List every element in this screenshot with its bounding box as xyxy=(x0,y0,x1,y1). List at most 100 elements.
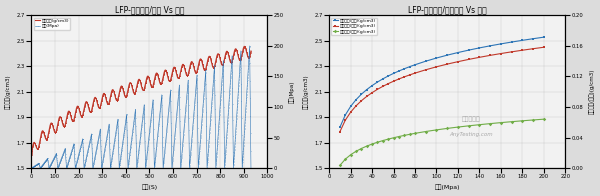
压强(Mpa) xyxy=(222,148,229,151)
压实密度(g/cm3) xyxy=(28,157,35,159)
压实密度(加压)(g/cm3) xyxy=(529,37,536,40)
压实密度(反弹)(g/cm3) xyxy=(465,125,472,127)
Legend: 压实密度(g/cm3), 压强(Mpa): 压实密度(g/cm3), 压强(Mpa) xyxy=(34,18,70,30)
压实密度(加压)(g/cm3) xyxy=(347,105,354,108)
压实密度(反弹)(g/cm3) xyxy=(422,130,430,133)
压实密度(反弹)(g/cm3) xyxy=(497,122,505,124)
压实密度(加压)(g/cm3) xyxy=(519,39,526,42)
压实密度(反弹)(g/cm3) xyxy=(433,129,440,131)
压实密度(反弹)(g/cm3) xyxy=(341,158,349,160)
压实密度(加压)(g/cm3) xyxy=(508,41,515,43)
压实密度(反弹)(g/cm3) xyxy=(385,138,392,140)
压实密度(g/cm3) xyxy=(78,115,85,118)
压实密度(加压)(g/cm3) xyxy=(443,54,451,56)
压实密度(加压)(g/cm3) xyxy=(385,75,392,77)
压实密度(加压)(g/cm3) xyxy=(363,88,370,91)
压实密度(反弹)(g/cm3) xyxy=(540,118,547,120)
压实密度(卸压)(g/cm3) xyxy=(395,78,403,80)
压强(Mpa) xyxy=(166,102,173,104)
压实密度(卸压)(g/cm3) xyxy=(341,119,349,122)
压实密度(卸压)(g/cm3) xyxy=(385,83,392,85)
压强(Mpa) xyxy=(247,167,254,169)
Line: 压实密度(加压)(g/cm3): 压实密度(加压)(g/cm3) xyxy=(338,36,545,129)
Text: 青松检测网: 青松检测网 xyxy=(461,116,480,122)
压实密度(卸压)(g/cm3) xyxy=(443,63,451,65)
压实密度(卸压)(g/cm3) xyxy=(412,72,419,74)
压实密度(加压)(g/cm3) xyxy=(540,36,547,38)
压实密度(反弹)(g/cm3) xyxy=(352,150,359,152)
压实密度(反弹)(g/cm3) xyxy=(476,123,483,126)
压实密度(加压)(g/cm3) xyxy=(422,60,430,62)
压实密度(卸压)(g/cm3) xyxy=(390,80,397,82)
压实密度(卸压)(g/cm3) xyxy=(454,61,461,63)
压实密度(反弹)(g/cm3) xyxy=(519,120,526,122)
压实密度(反弹)(g/cm3) xyxy=(374,141,381,143)
压实密度(反弹)(g/cm3) xyxy=(358,147,365,150)
压实密度(卸压)(g/cm3) xyxy=(497,52,505,55)
Y-axis label: 压强(Mpa): 压强(Mpa) xyxy=(289,81,295,103)
压实密度(加压)(g/cm3) xyxy=(358,93,365,95)
压实密度(卸压)(g/cm3) xyxy=(368,92,376,94)
压强(Mpa) xyxy=(246,45,253,47)
压实密度(反弹)(g/cm3) xyxy=(454,126,461,128)
压实密度(加压)(g/cm3) xyxy=(336,126,343,129)
压实密度(反弹)(g/cm3) xyxy=(508,121,515,123)
压实密度(g/cm3) xyxy=(222,52,229,54)
压实密度(卸压)(g/cm3) xyxy=(487,54,494,56)
压实密度(卸压)(g/cm3) xyxy=(363,95,370,98)
压实密度(卸压)(g/cm3) xyxy=(540,46,547,48)
压强(Mpa) xyxy=(78,141,85,144)
压实密度(g/cm3) xyxy=(241,45,248,48)
压实密度(反弹)(g/cm3) xyxy=(395,135,403,138)
Y-axis label: 压实密度(g/cm3): 压实密度(g/cm3) xyxy=(304,74,309,109)
压实密度(卸压)(g/cm3) xyxy=(433,66,440,68)
压实密度(卸压)(g/cm3) xyxy=(374,88,381,91)
压实密度(加压)(g/cm3) xyxy=(390,72,397,74)
压实密度(加压)(g/cm3) xyxy=(341,114,349,116)
压实密度(加压)(g/cm3) xyxy=(476,47,483,49)
压实密度(反弹)(g/cm3) xyxy=(529,119,536,121)
压强(Mpa) xyxy=(28,167,35,169)
压实密度(g/cm3) xyxy=(233,48,240,50)
压实密度(加压)(g/cm3) xyxy=(374,81,381,83)
压实密度(g/cm3) xyxy=(247,53,254,56)
压实密度(反弹)(g/cm3) xyxy=(363,145,370,147)
压实密度(反弹)(g/cm3) xyxy=(487,122,494,125)
压实密度(g/cm3) xyxy=(182,71,189,73)
压实密度(反弹)(g/cm3) xyxy=(401,134,408,137)
压实密度(加压)(g/cm3) xyxy=(379,78,386,80)
压实密度(加压)(g/cm3) xyxy=(412,64,419,66)
压实密度(反弹)(g/cm3) xyxy=(379,139,386,142)
压实密度(卸压)(g/cm3) xyxy=(406,74,413,76)
压强(Mpa) xyxy=(247,97,254,99)
Y-axis label: 压实密度(g/cm3): 压实密度(g/cm3) xyxy=(5,74,11,109)
压实密度(卸压)(g/cm3) xyxy=(358,100,365,102)
压实密度(加压)(g/cm3) xyxy=(497,43,505,45)
压实密度(卸压)(g/cm3) xyxy=(336,131,343,133)
压实密度(g/cm3) xyxy=(166,80,173,82)
压实密度(反弹)(g/cm3) xyxy=(412,132,419,134)
压实密度(卸压)(g/cm3) xyxy=(465,58,472,61)
Title: LFP-压实密度/压强 Vs 时间: LFP-压实密度/压强 Vs 时间 xyxy=(115,5,184,15)
压实密度(反弹)(g/cm3) xyxy=(406,133,413,135)
压实密度(卸压)(g/cm3) xyxy=(508,51,515,53)
Title: LFP-压实密度/压密反弹 Vs 压强: LFP-压实密度/压密反弹 Vs 压强 xyxy=(408,5,487,15)
压实密度(卸压)(g/cm3) xyxy=(401,76,408,78)
压强(Mpa) xyxy=(233,122,240,125)
Line: 压实密度(卸压)(g/cm3): 压实密度(卸压)(g/cm3) xyxy=(338,46,545,133)
Line: 压实密度(g/cm3): 压实密度(g/cm3) xyxy=(31,46,251,158)
Legend: 压实密度(加压)(g/cm3), 压实密度(卸压)(g/cm3), 压实密度(反弹)(g/cm3): 压实密度(加压)(g/cm3), 压实密度(卸压)(g/cm3), 压实密度(反… xyxy=(331,18,377,35)
压实密度(加压)(g/cm3) xyxy=(465,49,472,51)
X-axis label: 时间(S): 时间(S) xyxy=(142,185,157,191)
Line: 压强(Mpa): 压强(Mpa) xyxy=(31,46,251,168)
压实密度(卸压)(g/cm3) xyxy=(352,105,359,107)
压实密度(卸压)(g/cm3) xyxy=(519,49,526,51)
压实密度(反弹)(g/cm3) xyxy=(336,164,343,167)
压实密度(g/cm3) xyxy=(247,50,254,52)
压实密度(加压)(g/cm3) xyxy=(395,70,403,72)
压实密度(加压)(g/cm3) xyxy=(406,65,413,68)
Text: AnyTesting.com: AnyTesting.com xyxy=(449,132,493,137)
X-axis label: 压强(Mpa): 压强(Mpa) xyxy=(434,185,460,191)
压实密度(反弹)(g/cm3) xyxy=(347,154,354,156)
Y-axis label: 压实密度(反弹)(g/cm3): 压实密度(反弹)(g/cm3) xyxy=(589,69,595,114)
